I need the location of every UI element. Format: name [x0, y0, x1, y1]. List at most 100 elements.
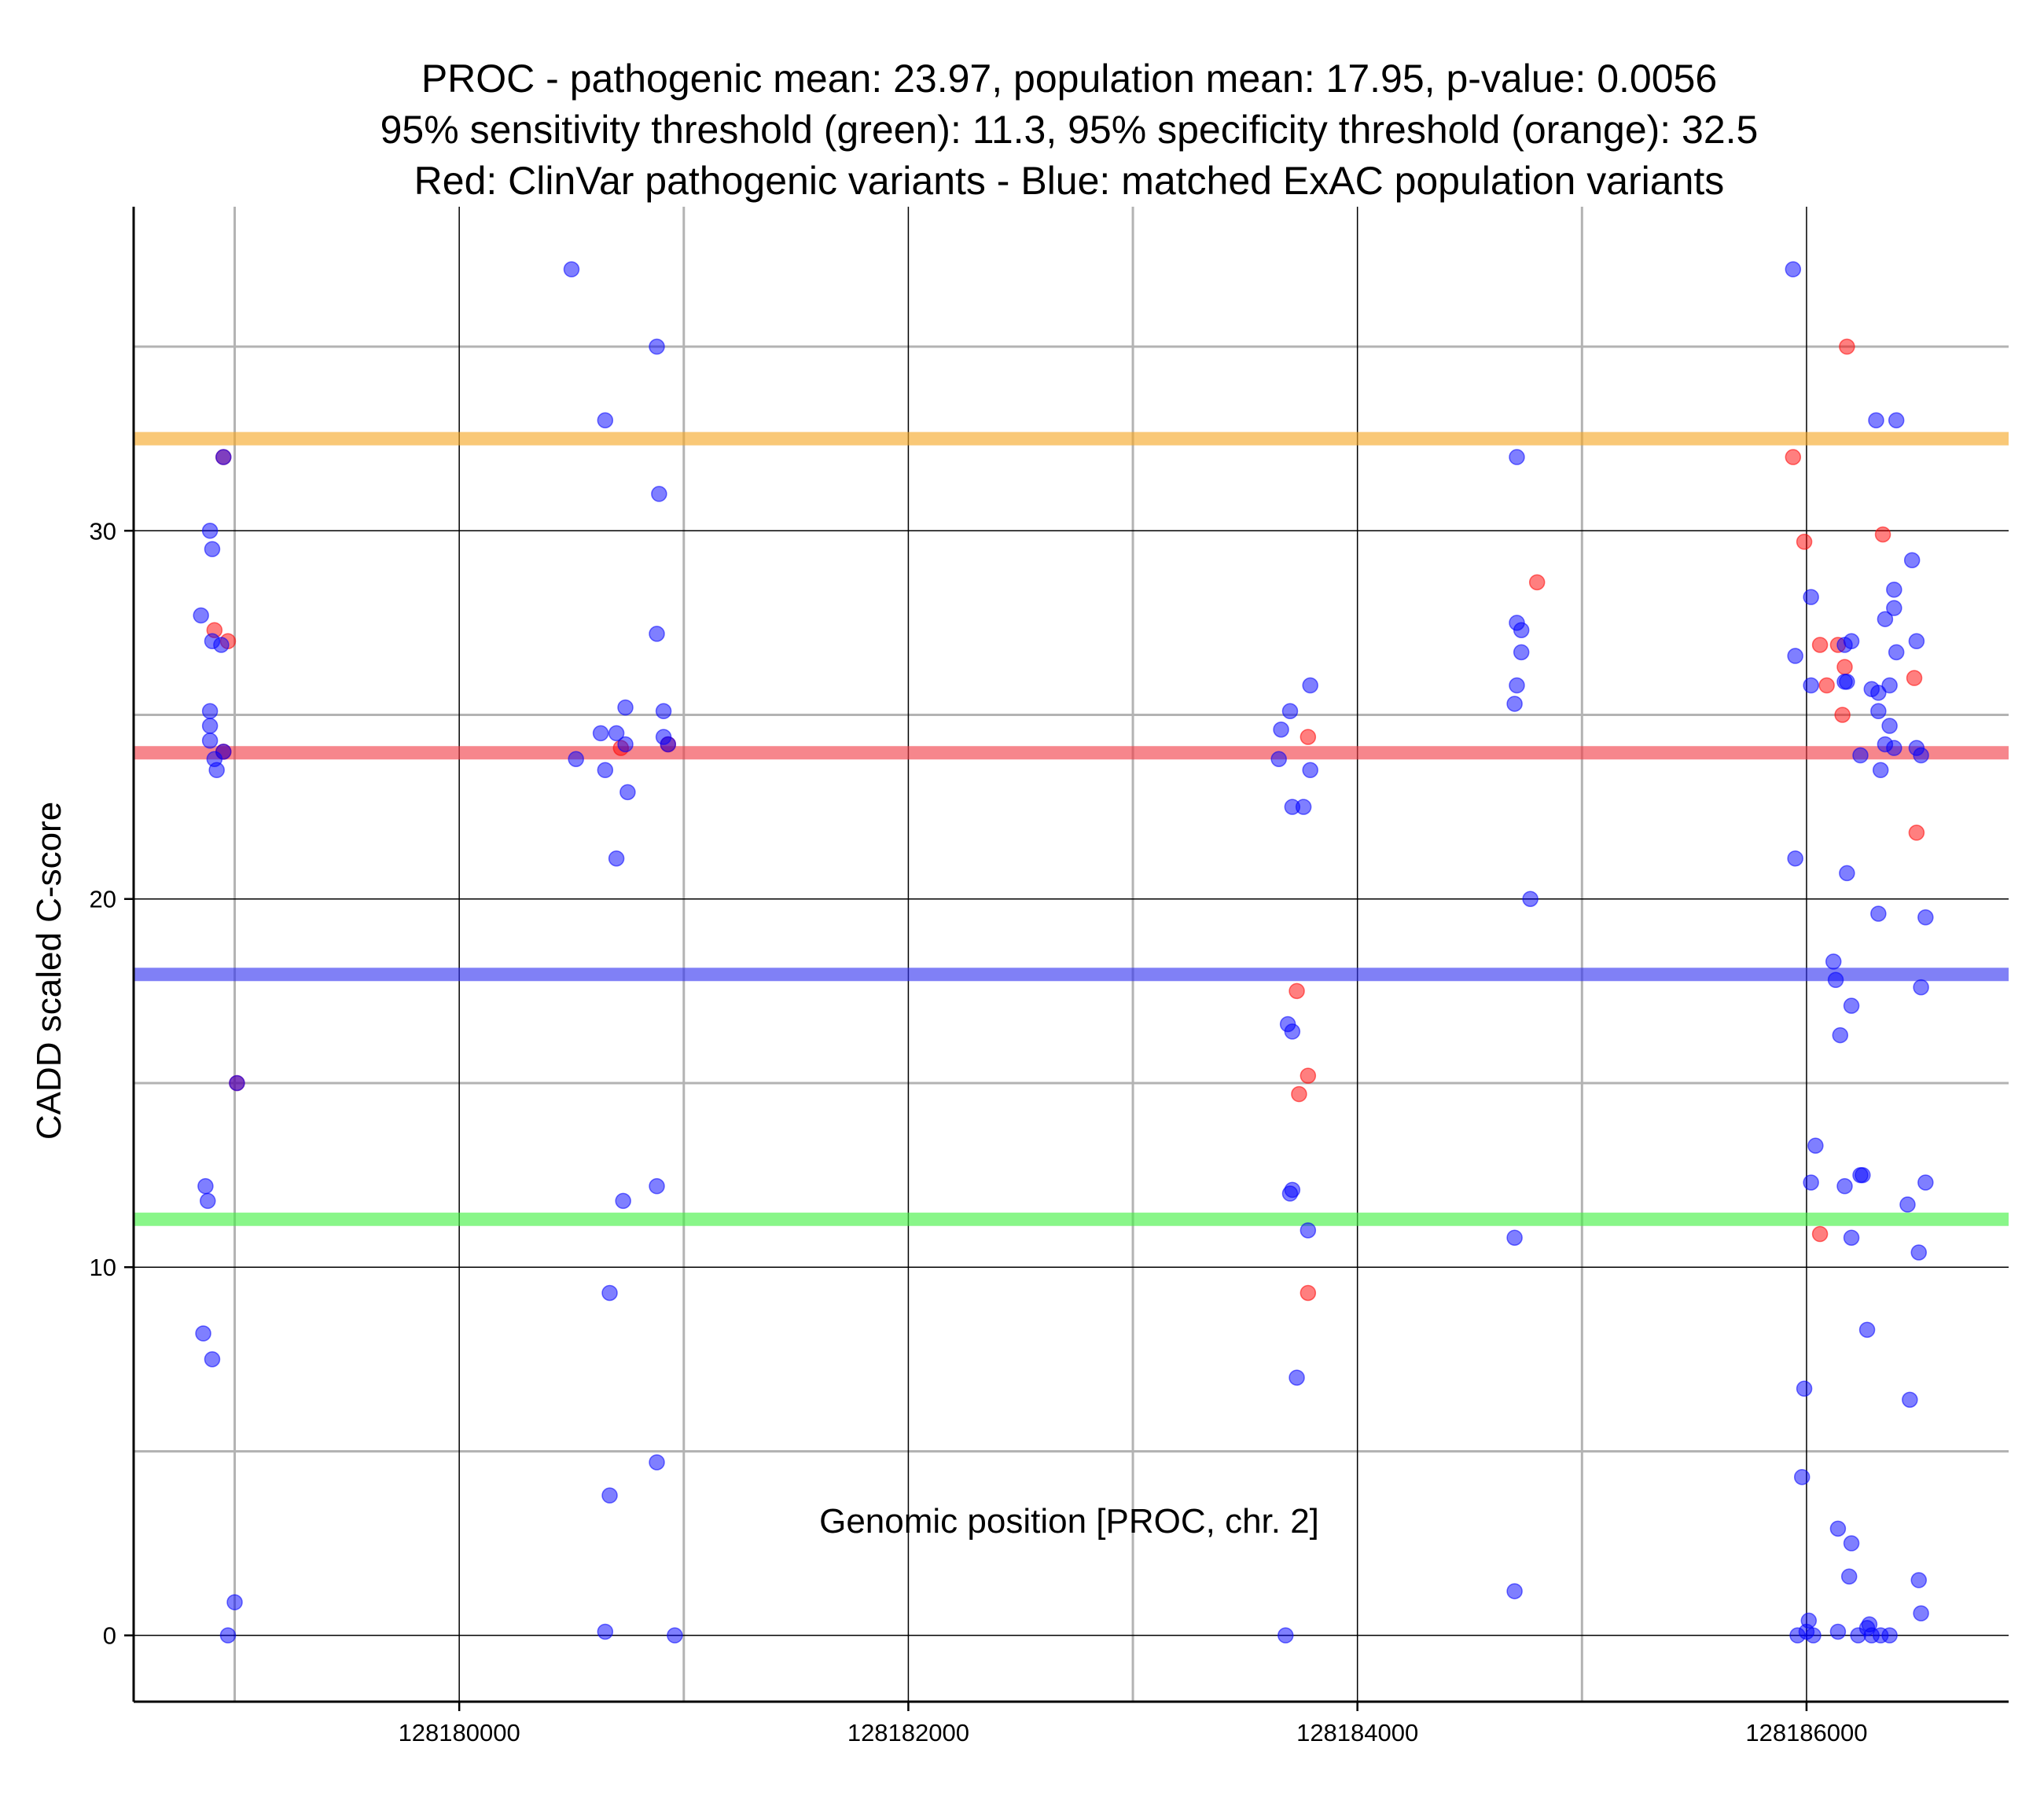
population-point-19 — [563, 261, 580, 277]
population-point-113 — [1793, 1468, 1811, 1486]
population-point-58 — [1513, 622, 1530, 638]
population-point-106 — [1917, 1174, 1934, 1191]
population-point-11 — [208, 762, 225, 779]
population-point-66 — [1868, 412, 1884, 428]
population-point-78 — [1803, 677, 1819, 694]
population-point-85 — [1881, 718, 1898, 734]
population-point-59 — [1513, 644, 1530, 661]
population-point-43 — [1302, 677, 1318, 694]
population-point-27 — [608, 725, 625, 742]
population-point-3 — [193, 607, 209, 624]
population-point-64 — [1506, 1583, 1523, 1599]
population-point-87 — [1886, 740, 1902, 756]
pathogenic-point-10 — [1291, 1085, 1307, 1103]
x-tick-label-1: 128182000 — [847, 1719, 969, 1746]
population-point-67 — [1888, 412, 1905, 428]
pathogenic-point-9 — [1300, 1067, 1317, 1084]
reference-lines — [134, 432, 2009, 1226]
population-point-50 — [1284, 1023, 1301, 1040]
population-point-39 — [601, 1487, 618, 1504]
population-point-2 — [204, 541, 221, 557]
population-point-17 — [226, 1594, 243, 1610]
population-point-46 — [1302, 762, 1318, 779]
population-point-62 — [1522, 891, 1539, 907]
population-point-15 — [195, 1325, 211, 1342]
population-point-23 — [649, 626, 665, 642]
population-point-7 — [201, 718, 219, 734]
pathogenic-point-13 — [1785, 449, 1802, 465]
population-point-24 — [617, 699, 634, 716]
population-point-69 — [1886, 581, 1902, 598]
pathogenic-point-11 — [1300, 1284, 1317, 1302]
population-point-25 — [655, 703, 672, 720]
population-point-117 — [1910, 1572, 1927, 1588]
pathogenic-point-8 — [1300, 729, 1317, 745]
population-point-125 — [1829, 1623, 1847, 1640]
x-axis-title: Genomic position [PROC, chr. 2] — [819, 1502, 1319, 1541]
population-point-16 — [204, 1351, 221, 1368]
axes — [132, 207, 2009, 1703]
pathogenic-point-15 — [1811, 637, 1829, 653]
x-tick-label-3: 128186000 — [1745, 1719, 1867, 1746]
population-point-75 — [1888, 644, 1905, 661]
population-point-104 — [1803, 1174, 1819, 1191]
population-point-80 — [1839, 674, 1855, 690]
population-point-126 — [1850, 1627, 1866, 1644]
population-point-97 — [1827, 971, 1844, 989]
population-point-18 — [219, 1627, 237, 1644]
population-point-92 — [1787, 850, 1803, 867]
population-point-45 — [1270, 751, 1287, 767]
chart-title-line-3: Red: ClinVar pathogenic variants - Blue:… — [414, 159, 1725, 203]
population-point-74 — [1908, 633, 1925, 650]
y-tick-label-2: 20 — [90, 886, 116, 913]
chart-title-line-2: 95% sensitivity threshold (green): 11.3,… — [380, 108, 1759, 152]
population-point-55 — [1278, 1627, 1294, 1644]
pathogenic-point-21 — [1874, 526, 1891, 543]
population-point-118 — [1913, 1605, 1929, 1622]
x-axis-ticks: 128180000 128182000 128184000 128186000 — [399, 1702, 1868, 1746]
population-point-36 — [615, 1192, 631, 1210]
population-point-37 — [601, 1284, 618, 1302]
population-point-32 — [597, 762, 614, 779]
population-point-48 — [1295, 799, 1312, 815]
population-point-56 — [1509, 449, 1525, 465]
population-point-42 — [1281, 703, 1299, 720]
pathogenic-point-24 — [1811, 1225, 1829, 1243]
population-point-115 — [1843, 1535, 1860, 1552]
pathogenic-point-16 — [1818, 677, 1835, 694]
population-point-129 — [1881, 1627, 1898, 1644]
population-point-84 — [1870, 703, 1887, 720]
population-point-13 — [197, 1177, 214, 1195]
population-point-20 — [597, 412, 614, 428]
population-point-96 — [1825, 953, 1842, 970]
population-point-21 — [649, 338, 665, 355]
population-point-12 — [229, 1074, 245, 1092]
population-point-103 — [1855, 1166, 1871, 1184]
population-point-52 — [1281, 1185, 1299, 1202]
population-point-61 — [1506, 696, 1523, 712]
population-point-8 — [201, 733, 219, 749]
population-point-116 — [1840, 1568, 1858, 1585]
minor-gridlines — [134, 207, 2009, 1702]
population-point-112 — [1902, 1391, 1918, 1408]
population-point-53 — [1300, 1222, 1317, 1239]
y-axis-ticks: 0 10 20 30 — [90, 517, 134, 1650]
population-point-101 — [1807, 1137, 1824, 1154]
population-point-29 — [617, 736, 634, 753]
population-point-83 — [1881, 677, 1898, 694]
population-point-124 — [1805, 1627, 1822, 1644]
population-point-35 — [649, 1177, 665, 1195]
data-points — [193, 261, 1934, 1644]
population-point-41 — [667, 1627, 683, 1644]
population-point-33 — [619, 784, 636, 801]
pathogenic-point-22 — [1906, 670, 1923, 686]
major-gridlines — [134, 207, 2009, 1702]
population-point-65 — [1785, 261, 1802, 277]
population-point-0 — [215, 449, 232, 465]
chart-title-line-1: PROC - pathogenic mean: 23.97, populatio… — [421, 57, 1717, 101]
population-point-70 — [1803, 589, 1819, 605]
population-point-6 — [201, 703, 219, 720]
population-point-63 — [1506, 1229, 1523, 1246]
pathogenic-point-20 — [1834, 707, 1851, 723]
population-point-110 — [1858, 1321, 1876, 1339]
